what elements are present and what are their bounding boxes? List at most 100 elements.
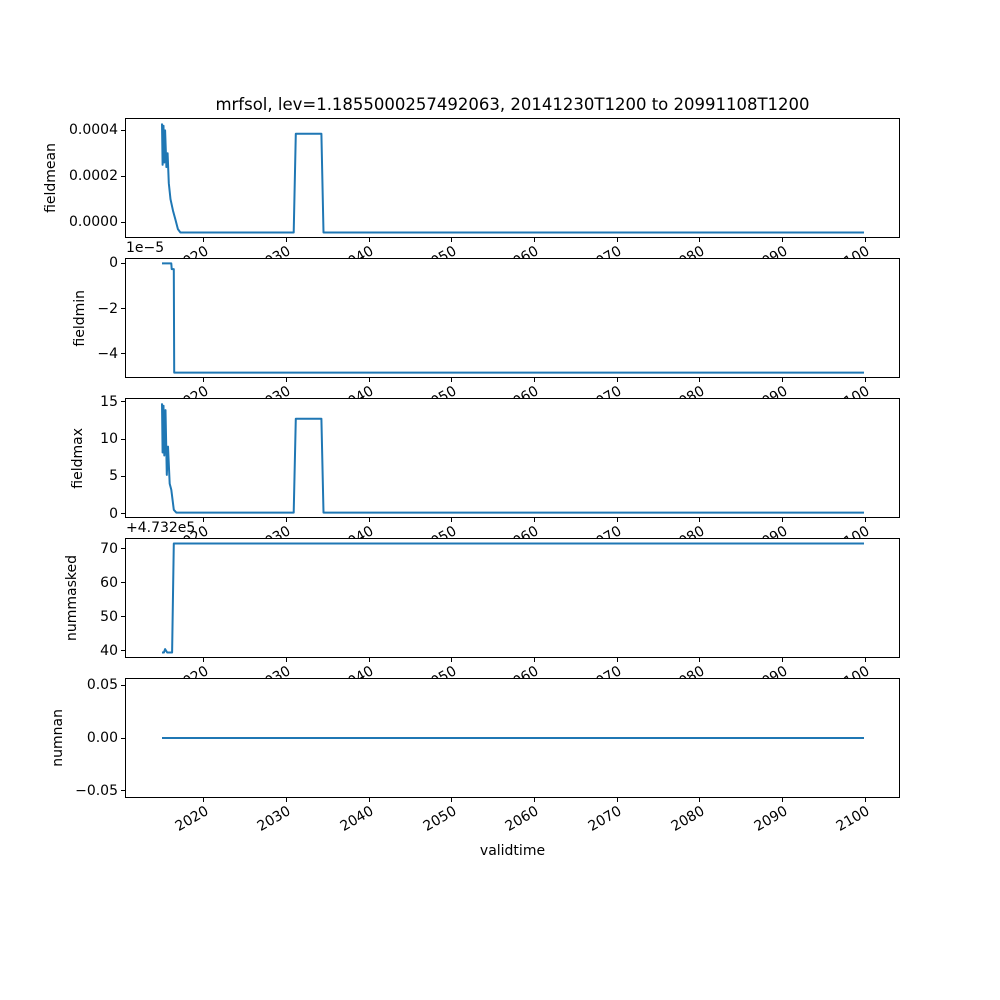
y-tick-label: 60 — [100, 574, 118, 591]
y-tick-mark — [121, 221, 125, 223]
x-tick-mark — [203, 658, 205, 662]
x-tick-mark — [616, 518, 618, 522]
x-tick-mark — [285, 518, 287, 522]
x-tick-mark — [533, 658, 535, 662]
axes-spines — [125, 538, 900, 658]
x-tick-mark — [616, 238, 618, 242]
y-tick-label: −0.05 — [75, 782, 118, 799]
y-axis-label-wrap: fieldmax — [70, 398, 86, 518]
data-line — [161, 403, 864, 514]
x-tick-mark — [616, 658, 618, 662]
x-tick-label: 2060 — [503, 803, 542, 835]
x-tick-mark — [782, 378, 784, 382]
x-tick-mark — [533, 518, 535, 522]
x-tick-mark — [285, 238, 287, 242]
x-tick-mark — [533, 238, 535, 242]
y-tick-label: 15 — [100, 393, 118, 410]
subplot-fieldmin: fieldmin 1e−5 −4−20202020302040205020602… — [72, 240, 900, 415]
y-tick-mark — [121, 582, 125, 584]
x-tick-mark — [203, 378, 205, 382]
x-tick-mark — [864, 238, 866, 242]
y-tick-label: 0.0000 — [69, 214, 118, 231]
data-line — [162, 542, 864, 654]
x-tick-mark — [782, 658, 784, 662]
x-tick-label: 2090 — [751, 803, 791, 835]
y-tick-label: 40 — [100, 642, 118, 659]
x-tick-label: 2030 — [254, 803, 294, 835]
y-axis-label-fieldmin: fieldmin — [72, 289, 88, 347]
y-tick-mark — [121, 353, 125, 355]
x-tick-mark — [285, 798, 287, 802]
y-tick-mark — [121, 262, 125, 264]
plot-area-fieldmax — [125, 398, 900, 518]
axes-spines — [125, 118, 900, 238]
axes-spines — [125, 258, 900, 378]
subplot-fieldmean: fieldmean 0.00000.00020.0004202020302040… — [43, 118, 900, 275]
y-tick-mark — [121, 475, 125, 477]
y-tick-mark — [121, 616, 125, 618]
y-tick-label: 0 — [109, 255, 118, 272]
y-tick-mark — [121, 308, 125, 310]
y-tick-label: 0.0004 — [69, 122, 118, 139]
x-tick-mark — [285, 658, 287, 662]
y-tick-mark — [121, 737, 125, 739]
y-tick-mark — [121, 684, 125, 686]
x-tick-label: 2100 — [833, 803, 873, 835]
x-tick-mark — [782, 798, 784, 802]
x-tick-mark — [864, 798, 866, 802]
y-tick-mark — [121, 175, 125, 177]
plot-area-nummasked — [125, 538, 900, 658]
y-axis-label-wrap: nummasked — [64, 538, 80, 658]
x-tick-mark — [533, 378, 535, 382]
y-tick-label: 10 — [100, 431, 118, 448]
x-tick-mark — [616, 378, 618, 382]
axes-spines — [125, 398, 900, 518]
y-tick-mark — [121, 650, 125, 652]
y-tick-label: 0.05 — [86, 677, 118, 694]
x-tick-mark — [368, 798, 370, 802]
x-tick-mark — [368, 658, 370, 662]
x-tick-mark — [782, 518, 784, 522]
x-tick-mark — [699, 518, 701, 522]
plot-area-fieldmean — [125, 118, 900, 238]
x-tick-mark — [864, 518, 866, 522]
x-tick-mark — [368, 238, 370, 242]
y-tick-label: 70 — [100, 540, 118, 557]
x-tick-mark — [699, 798, 701, 802]
y-tick-mark — [121, 548, 125, 550]
x-tick-mark — [203, 518, 205, 522]
y-axis-label-nummasked: nummasked — [64, 554, 80, 641]
x-tick-mark — [699, 658, 701, 662]
x-tick-mark — [699, 238, 701, 242]
x-tick-label: 2020 — [172, 803, 212, 835]
y-tick-mark — [121, 129, 125, 131]
y-axis-offset-text: +4.732e5 — [126, 520, 196, 536]
x-tick-mark — [451, 658, 453, 662]
x-tick-mark — [533, 798, 535, 802]
x-tick-mark — [451, 798, 453, 802]
data-line — [161, 123, 864, 234]
x-axis-label: validtime — [479, 843, 546, 859]
x-tick-label: 2070 — [585, 803, 625, 835]
axes-spines — [125, 678, 900, 798]
y-tick-label: 0.00 — [86, 730, 118, 746]
data-line — [162, 262, 864, 374]
x-tick-mark — [368, 378, 370, 382]
x-tick-mark — [782, 238, 784, 242]
y-tick-label: 0 — [109, 505, 118, 522]
x-tick-label: 2050 — [420, 803, 460, 835]
x-tick-mark — [368, 518, 370, 522]
x-tick-mark — [451, 518, 453, 522]
x-tick-mark — [451, 378, 453, 382]
x-tick-mark — [203, 238, 205, 242]
y-tick-label: 5 — [109, 468, 118, 485]
y-tick-mark — [121, 401, 125, 403]
y-tick-label: 50 — [100, 608, 118, 625]
y-tick-label: −2 — [97, 300, 118, 317]
x-tick-label: 2080 — [668, 803, 708, 835]
x-tick-mark — [451, 238, 453, 242]
y-tick-mark — [121, 438, 125, 440]
y-tick-label: 0.0002 — [69, 168, 118, 185]
subplot-nummasked: nummasked +4.732e5 405060702020203020402… — [64, 520, 900, 695]
